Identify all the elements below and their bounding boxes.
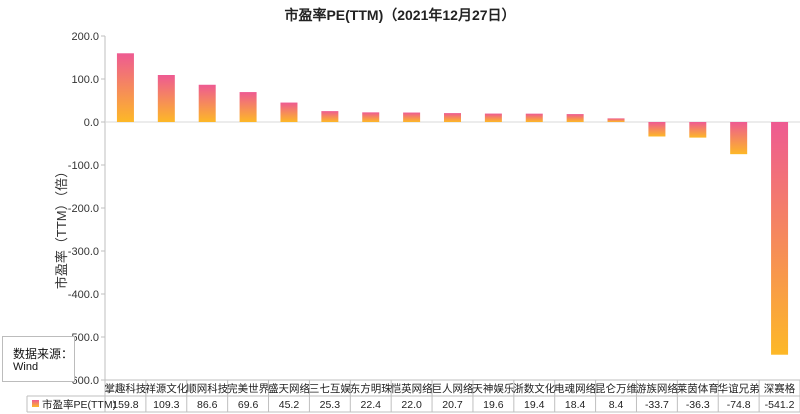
y-tick-label: -500.0 (68, 332, 99, 344)
data-label: -36.3 (686, 399, 710, 411)
data-label: 22.4 (361, 399, 382, 411)
x-tick-label: 掌趣科技 (104, 382, 146, 395)
data-label: 8.4 (609, 399, 624, 411)
source-title: 数据来源： (13, 347, 74, 361)
y-tick-label: -200.0 (68, 203, 99, 215)
x-tick-label: 天神娱乐 (472, 382, 514, 395)
data-label: 25.3 (320, 399, 341, 411)
source-value: Wind (13, 361, 39, 373)
data-label: 20.7 (442, 399, 463, 411)
bar (116, 53, 134, 123)
bar (444, 113, 461, 122)
bar (648, 122, 666, 137)
x-tick-label: 顺网科技 (186, 382, 228, 395)
y-tick-label: -100.0 (68, 160, 99, 172)
bar (730, 122, 748, 155)
bar (525, 113, 543, 122)
x-tick-label: 电魂网络 (554, 382, 596, 395)
data-label: -74.8 (727, 399, 751, 411)
bar (157, 75, 175, 122)
bar (607, 118, 625, 122)
bar (403, 112, 421, 122)
bar (566, 114, 584, 122)
x-tick-label: 游族网络 (636, 382, 678, 395)
data-table: 掌趣科技 159.8 祥源文化 109.3 顺网科技 86.6 完美世界 69.6 盛天网络 45… (26, 379, 800, 413)
x-tick-label: 浙数文化 (513, 382, 555, 395)
y-tick-label: -400.0 (68, 289, 99, 301)
x-tick-label: 完美世界 (227, 382, 269, 395)
x-tick-label: 祥源文化 (145, 382, 187, 395)
y-tick-label: -300.0 (68, 246, 99, 258)
data-label: 159.8 (112, 399, 138, 411)
bars (116, 53, 789, 355)
bar (321, 111, 339, 122)
bar (280, 102, 298, 122)
data-label: 18.4 (565, 399, 586, 411)
bar (239, 92, 257, 122)
y-tick-label: -600.0 (68, 375, 99, 387)
x-tick-label: 莱茵体育 (677, 382, 719, 395)
x-tick-label: 恺英网络 (391, 382, 433, 395)
data-label: 19.4 (524, 399, 545, 411)
data-label: 22.0 (401, 399, 422, 411)
bar (198, 84, 216, 122)
y-tick-label: 0.0 (84, 117, 99, 129)
x-tick-label: 昆仑万维 (595, 382, 637, 395)
bar (484, 113, 502, 122)
x-tick-label: 盛天网络 (268, 382, 310, 395)
legend-swatch (32, 400, 39, 407)
source-box: 数据来源： Wind (2, 336, 75, 382)
data-label: 69.6 (238, 399, 259, 411)
bar (771, 122, 789, 355)
bar (362, 112, 380, 122)
data-label: 86.6 (197, 399, 218, 411)
x-tick-label: 东方明珠 (350, 382, 392, 395)
y-axis: 200.0 100.0 0.0 -100.0 -200.0 -300.0 -400.0 -50… (68, 31, 800, 387)
x-tick-label: 华谊兄弟 (718, 382, 760, 395)
y-axis-label: 市盈率（TTM）（倍） (54, 165, 69, 289)
data-label: 109.3 (153, 399, 179, 411)
data-label: 19.6 (483, 399, 504, 411)
data-label: -541.2 (765, 399, 795, 411)
x-tick-label: 巨人网络 (432, 382, 474, 395)
bar (689, 122, 707, 138)
legend-label: 市盈率PE(TTM) (42, 398, 116, 411)
data-label: 45.2 (279, 399, 300, 411)
x-tick-label: 三七互娱 (309, 382, 351, 395)
x-tick-label: 深赛格 (764, 382, 796, 395)
y-tick-label: 200.0 (71, 31, 99, 43)
data-label: -33.7 (645, 399, 669, 411)
y-tick-label: 100.0 (71, 74, 99, 86)
chart-title: 市盈率PE(TTM)（2021年12月27日） (284, 7, 515, 23)
